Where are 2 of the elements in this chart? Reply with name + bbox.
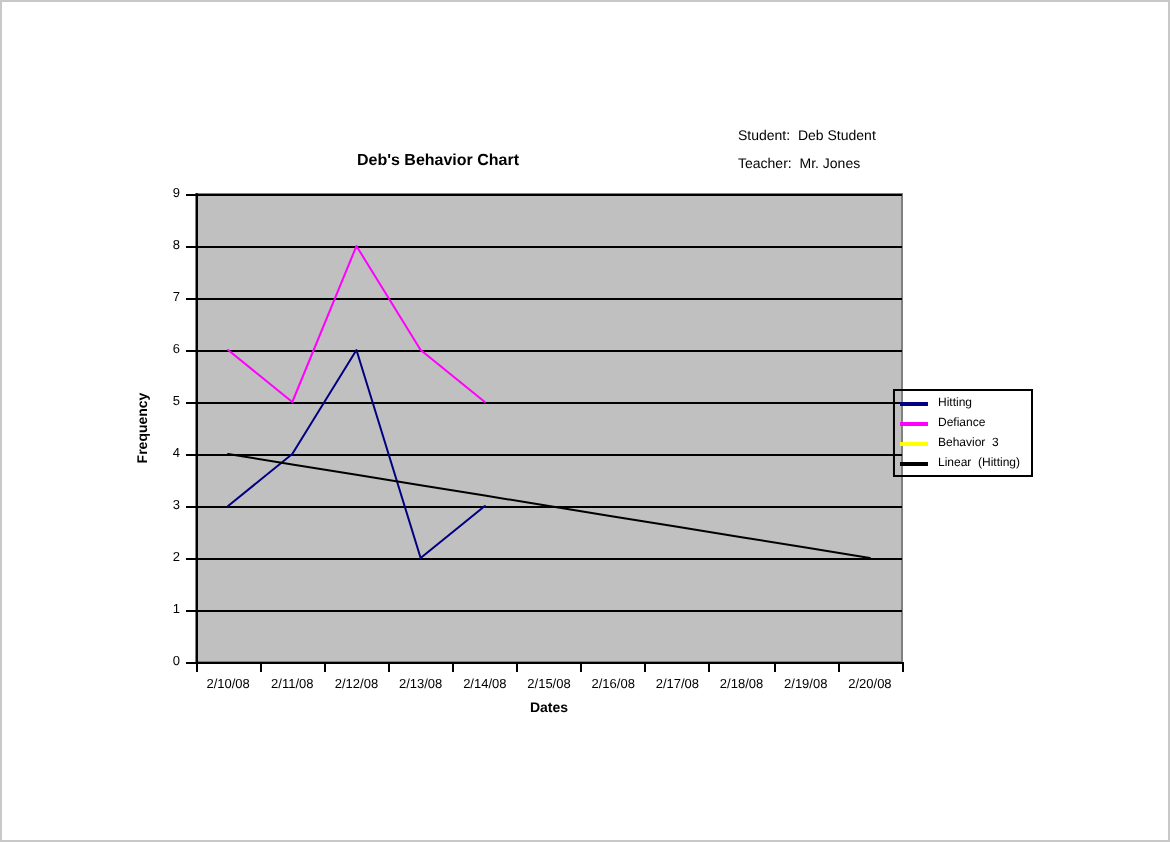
line-series [227, 349, 486, 559]
chart-title: Deb's Behavior Chart [356, 151, 520, 169]
